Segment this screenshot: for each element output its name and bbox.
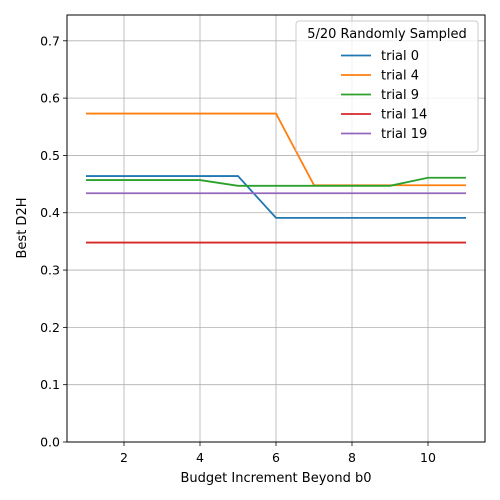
x-tick-label: 8 xyxy=(348,450,356,465)
y-tick-label: 0.2 xyxy=(40,320,60,335)
legend-box xyxy=(295,20,479,153)
legend-label: trial 19 xyxy=(381,127,427,142)
series-group xyxy=(86,112,466,244)
y-tick-label: 0.0 xyxy=(40,435,60,450)
legend-label: trial 9 xyxy=(381,88,419,103)
legend-items: trial 0 trial 4 trial 9 trial 14 trial 19 xyxy=(341,49,427,142)
grid xyxy=(67,15,485,443)
y-tick-label: 0.3 xyxy=(40,263,60,278)
y-axis: 0.0 0.1 0.2 0.3 0.4 0.5 0.6 0.7 xyxy=(40,33,67,450)
x-axis: 2 4 6 8 10 xyxy=(120,442,436,465)
x-tick-label: 6 xyxy=(272,450,280,465)
series-line-trial-0 xyxy=(86,175,466,219)
legend-label: trial 0 xyxy=(381,49,419,64)
y-tick-label: 0.6 xyxy=(40,91,60,106)
series-line-trial-4 xyxy=(86,112,466,187)
legend-label: trial 14 xyxy=(381,108,427,123)
x-axis-label: Budget Increment Beyond b0 xyxy=(180,471,371,486)
y-tick-label: 0.5 xyxy=(40,148,60,163)
y-axis-label: Best D2H xyxy=(15,198,30,259)
y-tick-label: 0.7 xyxy=(40,33,60,48)
x-tick-label: 4 xyxy=(196,450,204,465)
legend-title: 5/20 Randomly Sampled xyxy=(307,27,467,42)
y-tick-label: 0.1 xyxy=(40,377,60,392)
y-tick-label: 0.4 xyxy=(40,205,60,220)
series-line-trial-9 xyxy=(86,176,466,187)
x-tick-label: 10 xyxy=(420,450,436,465)
x-tick-label: 2 xyxy=(120,450,128,465)
legend-label: trial 4 xyxy=(381,69,419,84)
